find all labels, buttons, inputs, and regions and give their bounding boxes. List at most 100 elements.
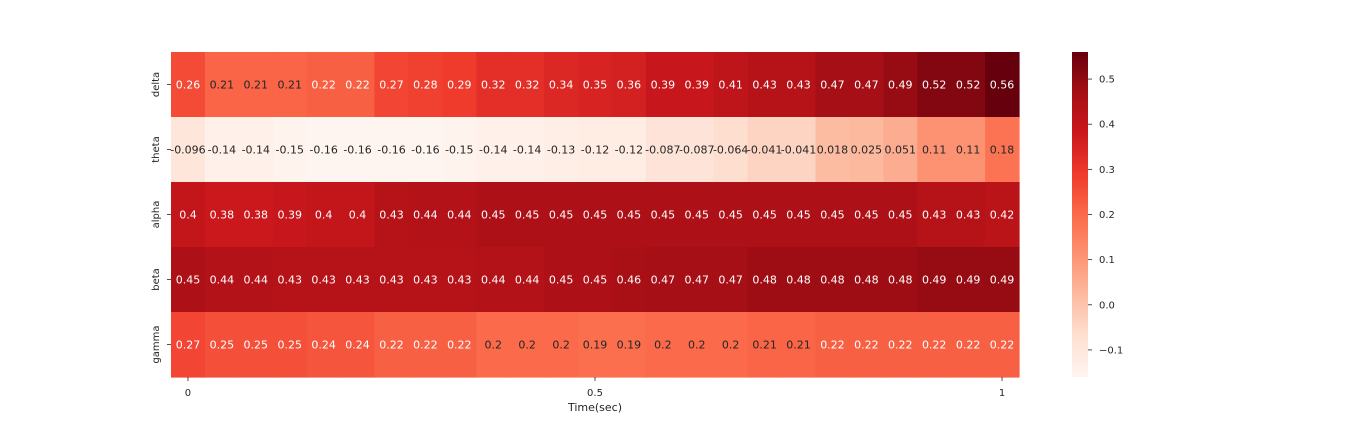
heatmap-cell: [917, 247, 952, 313]
cell-value-label: 0.22: [413, 339, 438, 352]
heatmap-cell: [713, 312, 749, 378]
cell-value-label: 0.49: [888, 79, 913, 92]
cell-value-label: 0.39: [277, 209, 302, 222]
cell-value-label: 0.45: [583, 274, 608, 287]
cell-value-label: 0.19: [617, 339, 642, 352]
cell-value-label: 0.45: [888, 209, 913, 222]
heatmap-cell: [204, 247, 240, 313]
heatmap-cell: [510, 52, 545, 118]
heatmap-cell: [815, 52, 850, 118]
heatmap-cell: [544, 247, 579, 313]
colorbar-tick-label: 0.1: [1099, 255, 1115, 266]
cell-value-label: 0.051: [885, 144, 917, 157]
cell-value-label: 0.45: [617, 209, 642, 222]
cell-value-label: 0.47: [651, 274, 676, 287]
heatmap-cell: [510, 312, 545, 378]
cell-value-label: -0.12: [615, 144, 643, 157]
cell-value-label: 0.22: [990, 339, 1015, 352]
x-tick-label: 1: [999, 388, 1005, 399]
cell-value-label: -0.14: [513, 144, 541, 157]
cell-value-label: 0.32: [481, 79, 506, 92]
heatmap-cell: [408, 247, 443, 313]
cell-value-label: -0.16: [343, 144, 371, 157]
heatmap-cell: [578, 312, 613, 378]
x-tick-label: 0.5: [587, 388, 603, 399]
heatmap-cell: [442, 182, 477, 248]
heatmap-cell: [781, 247, 817, 313]
heatmap-cell: [306, 182, 342, 248]
cell-value-label: 0.38: [210, 209, 235, 222]
heatmap-cell: [374, 247, 410, 313]
heatmap-cell: [544, 182, 579, 248]
heatmap-cell: [781, 52, 817, 118]
heatmap-cell: [204, 312, 240, 378]
heatmap-cell: [476, 52, 511, 118]
heatmap-cell: [306, 117, 342, 183]
heatmap-cell: [951, 117, 986, 183]
cell-value-label: 0.43: [379, 274, 404, 287]
cell-value-label: 0.44: [481, 274, 506, 287]
heatmap-cell: [340, 52, 376, 118]
heatmap-cell: [747, 247, 783, 313]
cell-value-label: 0.36: [617, 79, 642, 92]
cell-value-label: 0.39: [685, 79, 710, 92]
heatmap-cell: [645, 312, 681, 378]
heatmap-cell: [917, 312, 952, 378]
cell-value-label: 0.22: [854, 339, 879, 352]
cell-value-label: 0.45: [854, 209, 879, 222]
heatmap-cell: [510, 117, 545, 183]
cell-value-label: 0.18: [990, 144, 1015, 157]
cell-value-label: 0.49: [990, 274, 1015, 287]
colorbar-tick-label: 0.0: [1099, 300, 1115, 311]
heatmap-cell: [374, 52, 410, 118]
cell-value-label: 0.24: [311, 339, 336, 352]
heatmap-cell: [272, 182, 308, 248]
cell-value-label: 0.2: [688, 339, 706, 352]
heatmap-cell: [238, 247, 274, 313]
cell-value-label: 0.2: [484, 339, 502, 352]
heatmap-cell: [781, 182, 817, 248]
heatmap-cell: [442, 312, 477, 378]
colorbar-ticks: 0.5 0.4 0.3 0.2 0.1 0.0 −0.1: [1088, 75, 1123, 356]
heatmap-cell: [408, 117, 443, 183]
cell-value-label: 0.32: [515, 79, 540, 92]
cell-value-label: -0.16: [309, 144, 337, 157]
cell-value-label: -0.041: [747, 144, 782, 157]
heatmap-cell: [204, 182, 240, 248]
cell-value-label: 0.43: [379, 209, 404, 222]
cell-value-label: -0.16: [411, 144, 439, 157]
heatmap-cell: [611, 247, 647, 313]
y-axis-ticks: delta theta alpha beta gamma: [151, 72, 171, 364]
cell-value-label: -0.087: [645, 144, 680, 157]
cell-value-label: 0.21: [786, 339, 811, 352]
cell-value-label: 0.28: [413, 79, 438, 92]
cell-value-label: 0.44: [413, 209, 438, 222]
heatmap-cell: [171, 247, 206, 313]
heatmap-cell: [611, 182, 647, 248]
cell-value-label: -0.15: [445, 144, 473, 157]
heatmap-cell: [679, 52, 715, 118]
heatmap-cell: [713, 247, 749, 313]
cell-value-label: 0.38: [244, 209, 269, 222]
heatmap-cell: [917, 182, 952, 248]
heatmap-cell: [985, 52, 1020, 118]
heatmap-cell: [985, 182, 1020, 248]
cell-value-label: 0.44: [244, 274, 269, 287]
cell-value-label: 0.45: [820, 209, 845, 222]
heatmap-cell: [883, 247, 918, 313]
cell-value-label: 0.45: [651, 209, 676, 222]
heatmap-cell: [679, 182, 715, 248]
cell-value-label: 0.44: [210, 274, 235, 287]
heatmap-cell: [374, 182, 410, 248]
heatmap-cell: [578, 117, 613, 183]
heatmap-cell: [747, 117, 783, 183]
heatmap-cell: [611, 117, 647, 183]
heatmap-cell: [171, 312, 206, 378]
heatmap-cell: [781, 312, 817, 378]
colorbar-tick-label: −0.1: [1099, 345, 1123, 356]
x-tick-label: 0: [185, 388, 191, 399]
heatmap-cell: [713, 52, 749, 118]
heatmap-cell: [951, 247, 986, 313]
cell-value-label: 0.43: [922, 209, 947, 222]
